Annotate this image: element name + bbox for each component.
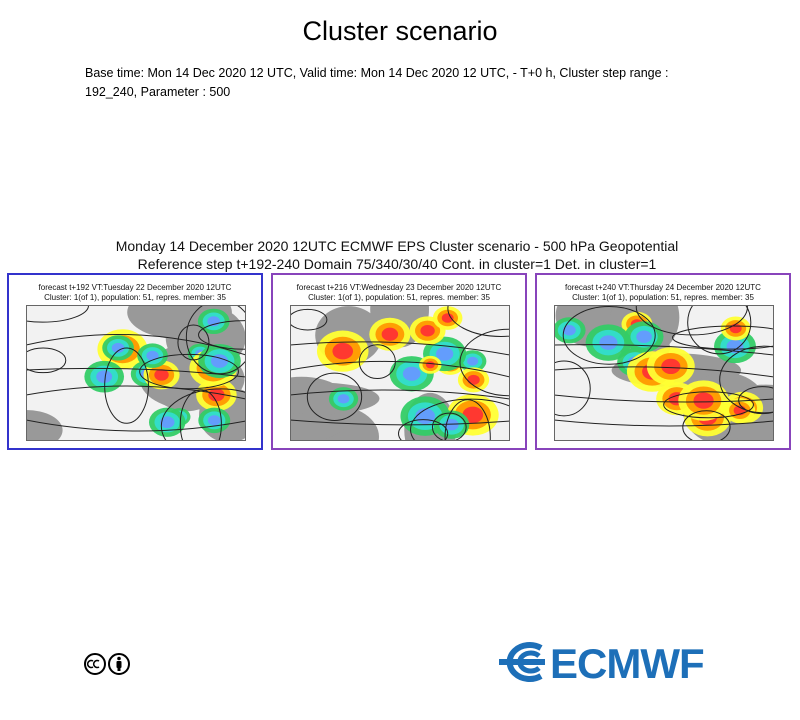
contour [290,308,328,331]
license-icon [84,653,130,675]
figure-title: Monday 14 December 2020 12UTC ECMWF EPS … [115,238,679,254]
contour [290,389,510,400]
anomaly-blob [111,342,125,353]
panel-caption: forecast t+216 VT:Wednesday 23 December … [296,283,502,292]
anomaly-blob [420,324,435,337]
contour [26,419,246,432]
anomaly-blob [159,416,175,429]
anomaly-blob [441,313,454,323]
map-frame [554,305,774,441]
contour [410,398,510,441]
contour [290,360,510,378]
contour [26,367,246,378]
figure-title: Reference step t+192-240 Domain 75/340/3… [137,256,657,272]
map-panel: forecast t+240 VT:Thursday 24 December 2… [535,273,791,450]
anomaly-blob [332,342,354,360]
anomaly-blob [425,361,435,369]
anomaly-blob [467,374,480,385]
anomaly-blob [210,354,229,368]
contour [104,347,149,424]
contour [398,419,449,441]
contour [306,372,363,421]
contour [185,305,246,375]
anomaly-blob [207,415,221,426]
anomaly-blob [154,369,169,381]
anomaly-blob [693,392,714,409]
panel-caption: forecast t+192 VT:Tuesday 22 December 20… [38,283,232,292]
contour [179,389,222,441]
map [290,305,510,441]
contour [290,419,510,426]
map-panel: forecast t+192 VT:Tuesday 22 December 20… [7,273,263,450]
panel-caption: Cluster: 1(of 1), population: 51, repres… [572,293,754,302]
anomaly-blob [337,394,350,404]
contour [562,305,656,365]
contour [26,347,67,374]
map [554,305,774,441]
anomaly-blob [729,323,742,334]
panel-caption: Cluster: 1(of 1), population: 51, repres… [308,293,490,302]
contour [719,345,774,414]
anomaly-blob [467,356,479,366]
anomaly-blob [381,327,399,341]
contour [290,341,510,356]
panel-caption: Cluster: 1(of 1), population: 51, repres… [44,293,226,302]
anomaly-blob [208,388,225,402]
land [26,409,63,441]
map [26,305,246,441]
anomaly-blob [96,370,113,384]
anomaly-blob [146,350,159,361]
contour [738,386,774,415]
logo-symbol [499,642,545,682]
contour [687,305,752,355]
contour [139,353,239,390]
panel-caption: forecast t+240 VT:Thursday 24 December 2… [565,283,761,292]
logo-text: ECMWF [550,640,705,687]
contour [26,385,246,400]
anomaly-blob [661,358,681,375]
map-frame [290,305,510,441]
description: Base time: Mon 14 Dec 2020 12 UTC, Valid… [85,66,669,99]
anomaly-blob [599,335,618,350]
anomaly-blob [726,339,744,354]
anomaly-blob [435,346,454,361]
contour [431,412,467,441]
contour [554,394,774,403]
contour [459,328,510,397]
anomaly-blob [444,419,459,431]
contour [160,388,246,441]
contour [554,419,774,427]
map-panel: forecast t+216 VT:Wednesday 23 December … [271,273,527,450]
anomaly-blob [415,408,436,425]
contour [554,360,591,417]
contour [682,410,731,441]
anomaly-blob [636,330,652,343]
map-frame [26,305,246,441]
contour [447,305,510,337]
page-title: Cluster scenario [302,16,498,46]
anomaly-blob [207,316,221,327]
contour [26,333,246,356]
contour [444,399,491,441]
contour [663,391,754,419]
contour [672,325,774,350]
contour [554,366,774,378]
contour [554,344,774,356]
anomaly-blob [562,325,576,336]
anomaly-blob [402,366,421,381]
